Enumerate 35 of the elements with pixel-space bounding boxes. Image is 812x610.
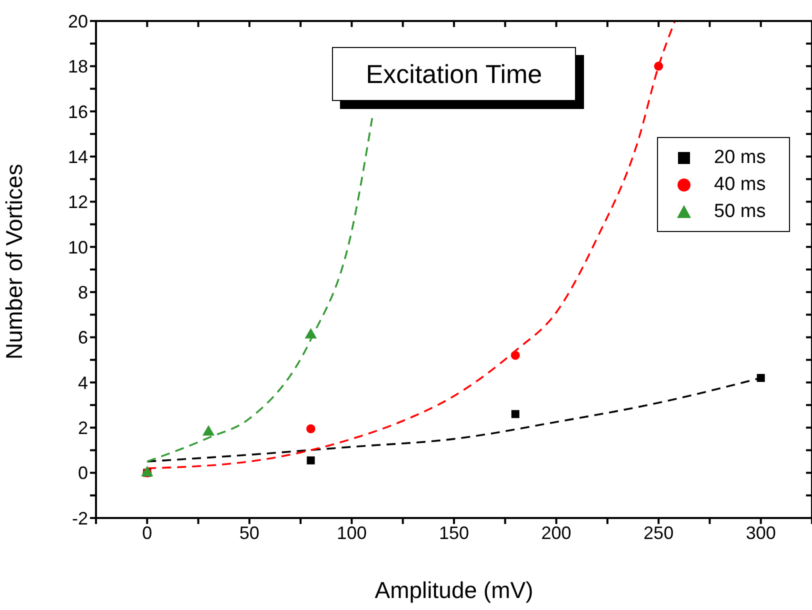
y-tick-label: 12: [68, 192, 88, 212]
point: [141, 466, 154, 476]
point: [756, 374, 765, 382]
text: Excitation Time: [332, 47, 576, 101]
point: [306, 424, 316, 434]
y-tick-label: 4: [78, 372, 88, 393]
x-tick-label: 300: [746, 522, 776, 543]
x-tick-label: 250: [644, 522, 674, 543]
legend-label: 40 ms: [714, 174, 766, 196]
y-tick-label: 2: [78, 418, 88, 438]
x-tick-label: 200: [541, 522, 572, 543]
y-tick-label: 6: [78, 328, 88, 348]
x-tick-label: 0: [142, 522, 152, 543]
line-series: [146, 117, 374, 462]
point: [511, 410, 520, 418]
y-tick-label: 0: [78, 463, 88, 484]
y-tick-label: 14: [68, 146, 88, 167]
y-tick-label: 8: [78, 282, 88, 302]
x-tick-label: 100: [336, 522, 367, 543]
point: [304, 328, 317, 339]
legend-label: 50 ms: [714, 200, 766, 222]
x-axis-title: Amplitude (mV): [374, 577, 534, 603]
y-axis-title: Number of Vortices: [1, 164, 28, 360]
point: [654, 62, 664, 71]
y-tick-label: 10: [68, 237, 88, 258]
point: [202, 425, 215, 436]
point: [510, 350, 520, 360]
legend-label: 20 ms: [714, 146, 766, 168]
y-tick-label: 16: [68, 102, 88, 122]
y-tick-label: -2: [72, 508, 88, 528]
y-tick-label: 18: [68, 56, 88, 77]
y-tick-label: 20: [68, 11, 88, 32]
point: [306, 456, 315, 464]
x-tick-label: 50: [239, 522, 260, 543]
x-tick-label: 150: [438, 522, 470, 543]
